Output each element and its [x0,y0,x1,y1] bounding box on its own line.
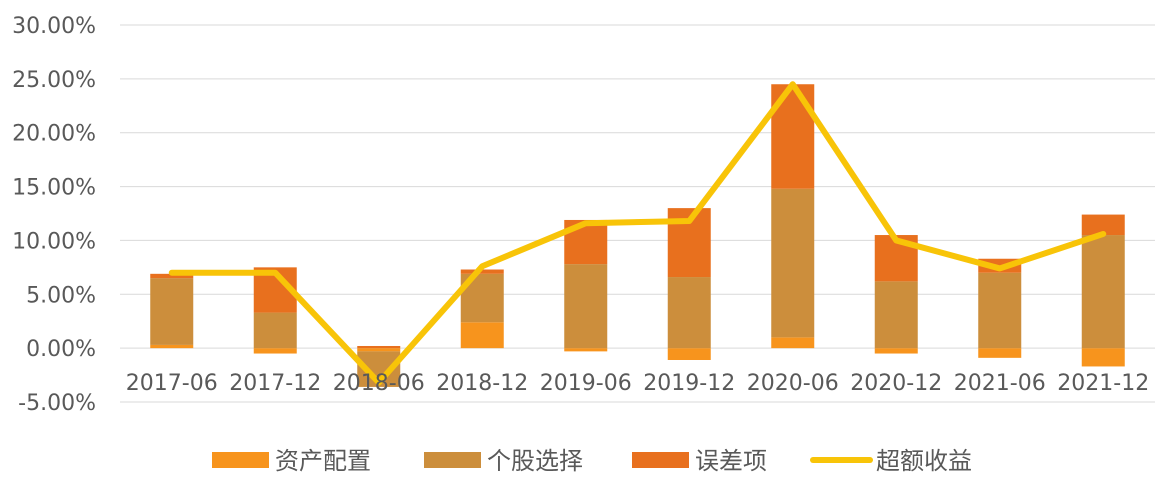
x-tick-label: 2018-12 [436,371,528,396]
bar-segment [667,348,711,360]
bar-segment [253,312,297,349]
bar-segment [357,345,401,349]
legend-label: 超额收益 [876,447,972,475]
legend-swatch [212,452,269,468]
x-axis-tick-labels: 2017-06 2017-12 2018-06 2018-12 2019-06 2019-… [126,371,1149,396]
bar-segment [771,337,815,349]
x-tick-label: 2020-06 [747,371,839,396]
y-axis-tick-labels: 30.00% 25.00% 20.00% 15.00% 10.00% 5.00% 0.00%… [12,14,96,416]
legend-swatch [424,452,481,468]
bar-segment [564,348,608,352]
x-tick-label: 2018-06 [333,371,425,396]
bar-segment [978,272,1022,349]
legend-swatch [632,452,689,468]
bar-segment [1081,348,1125,367]
y-tick-label: 30.00% [12,14,96,39]
x-tick-label: 2019-06 [540,371,632,396]
y-tick-label: 10.00% [12,229,96,254]
x-tick-label: 2017-06 [126,371,218,396]
legend-label: 资产配置 [275,447,371,475]
bar-series [150,84,1125,387]
y-tick-label: 20.00% [12,122,96,147]
x-tick-label: 2021-12 [1057,371,1149,396]
bar-segment [1081,214,1125,236]
bar-segment [460,269,504,274]
bar-segment [460,322,504,349]
bar-segment [771,188,815,338]
bar-segment [564,264,608,349]
y-tick-label: 25.00% [12,68,96,93]
bar-segment [150,273,194,279]
bar-segment [150,278,194,345]
y-tick-label: 0.00% [26,337,96,362]
y-tick-label: -5.00% [18,391,96,416]
excess-return-line [168,81,1107,386]
bar-segment [874,281,918,349]
legend-label: 个股选择 [487,447,583,475]
x-tick-label: 2020-12 [850,371,942,396]
legend: 资产配置 个股选择 误差项 超额收益 [212,447,972,475]
bar-segment [150,344,194,349]
bar-segment [253,348,297,354]
bar-segment [667,277,711,349]
x-tick-label: 2017-12 [229,371,321,396]
y-tick-label: 5.00% [26,283,96,308]
series-line [168,81,1107,386]
bar-segment [874,348,918,354]
y-tick-label: 15.00% [12,176,96,201]
bar-segment [978,348,1022,358]
bar-segment [357,348,401,352]
x-tick-label: 2019-12 [643,371,735,396]
legend-label: 误差项 [695,447,767,475]
bar-segment [1081,235,1125,349]
x-tick-label: 2021-06 [954,371,1046,396]
